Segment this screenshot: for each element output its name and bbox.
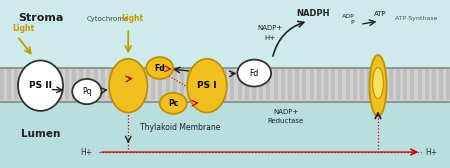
Text: Pq: Pq xyxy=(82,87,92,96)
Text: Fd: Fd xyxy=(154,64,165,73)
Text: Reductase: Reductase xyxy=(268,118,304,124)
Ellipse shape xyxy=(109,59,148,113)
Bar xyxy=(382,69,386,100)
Text: ATP: ATP xyxy=(374,11,387,17)
Bar xyxy=(216,69,220,100)
Bar xyxy=(266,69,270,100)
Ellipse shape xyxy=(238,60,271,87)
Bar xyxy=(36,69,40,100)
Text: PS I: PS I xyxy=(197,81,217,90)
Bar xyxy=(252,69,256,100)
Bar xyxy=(108,69,112,100)
Text: NADP+: NADP+ xyxy=(273,109,298,115)
Bar xyxy=(101,69,105,100)
Bar xyxy=(122,69,126,100)
Bar xyxy=(281,69,285,100)
Bar xyxy=(324,69,328,100)
Bar xyxy=(410,69,414,100)
Bar xyxy=(403,69,407,100)
Bar xyxy=(94,69,98,100)
Bar xyxy=(14,69,18,100)
Text: Stroma: Stroma xyxy=(18,13,63,23)
Text: Fd: Fd xyxy=(250,69,259,78)
Bar xyxy=(374,69,378,100)
Bar xyxy=(50,69,54,100)
Bar xyxy=(425,69,429,100)
Bar xyxy=(187,69,191,100)
Ellipse shape xyxy=(187,59,227,113)
Text: Light: Light xyxy=(122,14,144,23)
Bar xyxy=(29,69,33,100)
Bar xyxy=(353,69,357,100)
Bar xyxy=(295,69,299,100)
Bar xyxy=(317,69,321,100)
Text: Light: Light xyxy=(13,24,35,33)
Bar xyxy=(65,69,69,100)
Text: PS II: PS II xyxy=(29,81,52,90)
Bar xyxy=(346,69,350,100)
Ellipse shape xyxy=(369,55,387,116)
Bar xyxy=(86,69,90,100)
Bar xyxy=(194,69,198,100)
Bar xyxy=(310,69,314,100)
Bar xyxy=(389,69,393,100)
Bar xyxy=(166,69,170,100)
Bar xyxy=(238,69,242,100)
Bar xyxy=(173,69,177,100)
Bar xyxy=(439,69,443,100)
Bar xyxy=(230,69,234,100)
Bar xyxy=(115,69,119,100)
Bar xyxy=(360,69,364,100)
Text: ATP Synthase: ATP Synthase xyxy=(395,16,437,22)
Text: H+: H+ xyxy=(425,148,437,157)
Text: NADP+: NADP+ xyxy=(257,25,283,31)
Bar xyxy=(223,69,227,100)
Bar xyxy=(245,69,249,100)
Bar xyxy=(367,69,371,100)
Bar xyxy=(302,69,306,100)
Bar xyxy=(288,69,292,100)
Bar xyxy=(331,69,335,100)
Ellipse shape xyxy=(146,57,173,79)
Ellipse shape xyxy=(373,68,383,99)
Text: P: P xyxy=(350,20,354,25)
Bar xyxy=(7,69,11,100)
Bar xyxy=(58,69,62,100)
Text: Cytochrome: Cytochrome xyxy=(87,16,129,22)
Ellipse shape xyxy=(72,79,102,104)
Bar xyxy=(446,69,450,100)
Text: Thylakoid Membrane: Thylakoid Membrane xyxy=(140,123,220,132)
Bar xyxy=(0,68,450,102)
Ellipse shape xyxy=(18,60,63,111)
Text: H+: H+ xyxy=(80,148,92,157)
Bar xyxy=(130,69,134,100)
Bar xyxy=(22,69,26,100)
Bar xyxy=(209,69,213,100)
Bar xyxy=(432,69,436,100)
Bar xyxy=(79,69,83,100)
Text: H+: H+ xyxy=(265,35,275,41)
Bar xyxy=(137,69,141,100)
Bar xyxy=(202,69,206,100)
Text: ADP: ADP xyxy=(342,14,355,19)
Bar xyxy=(151,69,155,100)
Text: Pc: Pc xyxy=(168,99,179,108)
Bar xyxy=(338,69,342,100)
Bar xyxy=(418,69,422,100)
Text: NADPH: NADPH xyxy=(296,9,329,18)
Bar xyxy=(259,69,263,100)
Bar xyxy=(0,69,4,100)
Bar xyxy=(72,69,76,100)
Text: Lumen: Lumen xyxy=(21,129,60,139)
Bar xyxy=(180,69,184,100)
Bar xyxy=(396,69,400,100)
Bar xyxy=(158,69,162,100)
Bar xyxy=(144,69,148,100)
Bar xyxy=(43,69,47,100)
Bar xyxy=(274,69,278,100)
Ellipse shape xyxy=(160,93,187,114)
Bar xyxy=(0,100,450,168)
